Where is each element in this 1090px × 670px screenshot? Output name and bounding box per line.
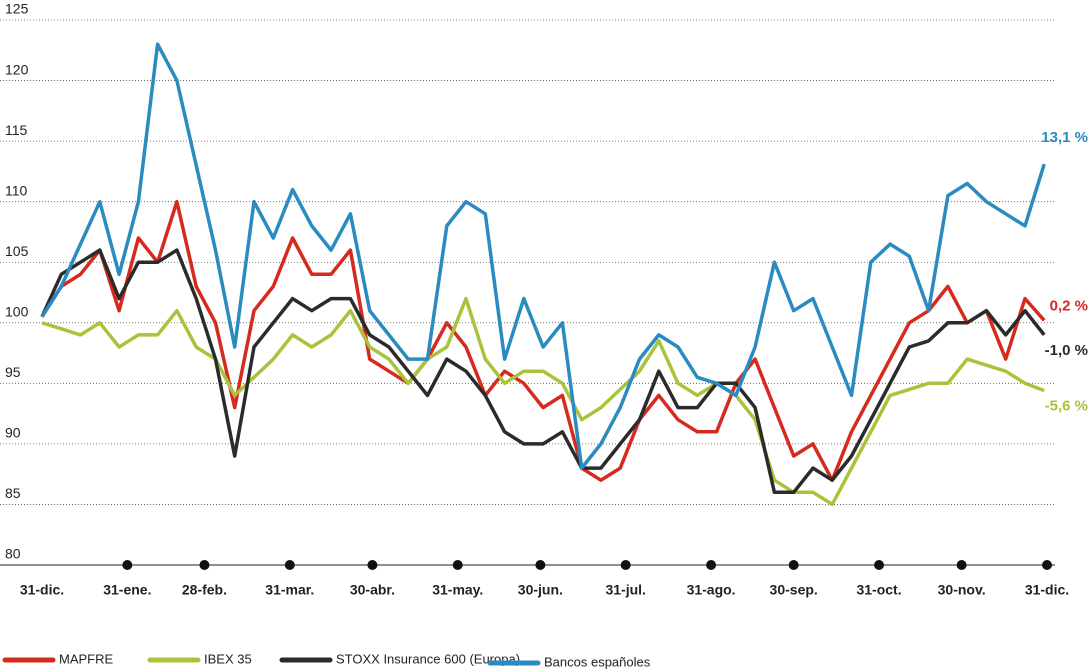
y-tick-label: 85 xyxy=(5,485,21,501)
x-tick-label: 31-mar. xyxy=(265,582,314,598)
x-tick-label: 31-dic. xyxy=(1025,582,1069,598)
series-line xyxy=(40,248,1046,495)
x-tick-dot xyxy=(706,560,717,570)
legend-label: MAPFRE xyxy=(59,651,114,666)
x-tick-dot xyxy=(367,560,378,570)
y-tick-label: 100 xyxy=(5,303,29,319)
y-tick-label: 95 xyxy=(5,364,21,380)
end-label: -5,6 % xyxy=(1045,398,1088,415)
end-label: 0,2 % xyxy=(1050,297,1088,314)
legend-label: Bancos españoles xyxy=(544,654,651,669)
x-tick-label: 28-feb. xyxy=(182,582,227,598)
series-line xyxy=(40,42,1046,470)
x-tick-dot xyxy=(535,560,546,570)
y-tick-label: 120 xyxy=(5,61,29,77)
x-tick-dot xyxy=(788,560,799,570)
x-tick-label: 31-may. xyxy=(432,582,483,598)
x-tick-dot xyxy=(199,560,210,570)
series-line xyxy=(41,296,1045,507)
x-tick-label: 31-dic. xyxy=(20,582,64,598)
y-tick-label: 115 xyxy=(5,122,28,138)
end-label: 13,1 % xyxy=(1041,129,1088,146)
x-tick-label: 30-jun. xyxy=(518,582,563,598)
x-tick-label: 31-ago. xyxy=(687,582,736,598)
legend-label: IBEX 35 xyxy=(204,651,252,666)
x-tick-dot xyxy=(956,560,967,570)
x-tick-label: 30-nov. xyxy=(938,582,986,598)
x-tick-label: 31-oct. xyxy=(856,582,901,598)
x-tick-label: 30-sep. xyxy=(770,582,818,598)
x-tick-label: 30-abr. xyxy=(350,582,395,598)
x-tick-dot xyxy=(620,560,631,570)
y-tick-label: 125 xyxy=(5,1,29,17)
y-tick-label: 105 xyxy=(5,243,29,259)
y-tick-label: 110 xyxy=(5,182,28,198)
x-tick-dot xyxy=(874,560,885,570)
end-label: -1,0 % xyxy=(1045,342,1088,359)
x-tick-label: 31-ene. xyxy=(103,582,151,598)
x-tick-dot xyxy=(1042,560,1052,570)
x-tick-dot xyxy=(284,560,295,570)
y-tick-label: 80 xyxy=(5,546,21,562)
x-tick-dot xyxy=(122,560,133,570)
x-tick-dot xyxy=(452,560,463,570)
series-line xyxy=(40,199,1046,482)
legend-label: STOXX Insurance 600 (Europa) xyxy=(336,651,520,666)
x-tick-label: 31-jul. xyxy=(605,582,645,598)
y-tick-label: 90 xyxy=(5,425,21,441)
